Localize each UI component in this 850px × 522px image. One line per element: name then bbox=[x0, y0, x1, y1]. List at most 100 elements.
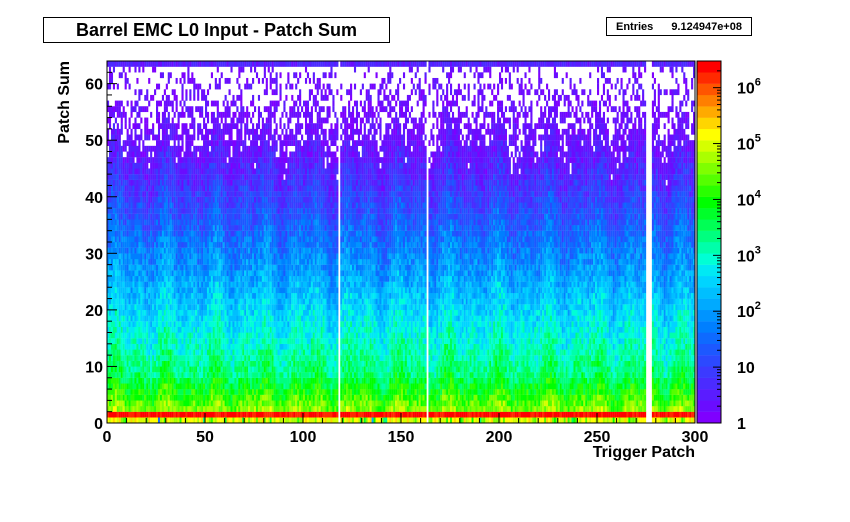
heatmap-cell bbox=[157, 281, 161, 288]
heatmap-cell bbox=[175, 298, 178, 305]
heatmap-cell bbox=[108, 355, 112, 361]
heatmap-cell bbox=[108, 61, 112, 67]
heatmap-cell bbox=[232, 355, 235, 361]
heatmap-cell bbox=[197, 162, 200, 169]
heatmap-cell bbox=[218, 236, 221, 243]
heatmap-cell bbox=[265, 61, 268, 67]
heatmap-cell bbox=[206, 157, 210, 163]
heatmap-cell bbox=[246, 400, 249, 407]
heatmap-cell bbox=[216, 66, 219, 73]
heatmap-cell bbox=[259, 406, 262, 412]
heatmap-cell bbox=[269, 111, 272, 118]
heatmap-cell bbox=[146, 338, 149, 344]
heatmap-cell bbox=[259, 309, 262, 316]
heatmap-cell bbox=[234, 343, 237, 350]
heatmap-cell bbox=[159, 298, 163, 305]
heatmap-cell bbox=[224, 117, 227, 124]
heatmap-cell bbox=[175, 309, 178, 316]
heatmap-cell bbox=[126, 247, 129, 254]
heatmap-cell bbox=[187, 225, 190, 231]
heatmap-cell bbox=[179, 411, 182, 418]
heatmap-cell bbox=[144, 123, 147, 130]
heatmap-cell bbox=[269, 208, 272, 214]
heatmap-cell bbox=[199, 400, 202, 407]
heatmap-cell bbox=[210, 151, 213, 158]
heatmap-cell bbox=[187, 140, 190, 146]
heatmap-cell bbox=[173, 332, 176, 339]
heatmap-cell bbox=[175, 377, 178, 384]
heatmap-cell bbox=[134, 61, 137, 67]
heatmap-cell bbox=[271, 332, 274, 339]
heatmap-cell bbox=[220, 219, 223, 226]
heatmap-cell bbox=[167, 264, 170, 271]
heatmap-cell bbox=[277, 343, 280, 350]
heatmap-cell bbox=[261, 304, 264, 311]
heatmap-cell bbox=[230, 287, 233, 294]
heatmap-cell bbox=[185, 258, 188, 265]
heatmap-cell bbox=[183, 213, 186, 220]
heatmap-cell bbox=[156, 270, 159, 277]
heatmap-cell bbox=[197, 281, 200, 288]
heatmap-cell bbox=[187, 332, 190, 339]
heatmap-cell bbox=[177, 185, 180, 192]
heatmap-cell bbox=[242, 298, 245, 305]
heatmap-cell bbox=[275, 338, 278, 344]
heatmap-cell bbox=[108, 111, 112, 118]
heatmap-cell bbox=[171, 157, 174, 163]
heatmap-cell bbox=[138, 140, 141, 146]
heatmap-cell bbox=[271, 309, 274, 316]
heatmap-cell bbox=[138, 309, 141, 316]
heatmap-cell bbox=[277, 394, 280, 401]
heatmap-cell bbox=[108, 275, 112, 282]
heatmap-cell bbox=[116, 298, 119, 305]
heatmap-cell bbox=[205, 253, 208, 260]
heatmap-cell bbox=[275, 400, 278, 407]
heatmap-cell bbox=[108, 343, 112, 350]
heatmap-cell bbox=[165, 247, 168, 254]
heatmap-cell bbox=[165, 61, 168, 67]
heatmap-cell bbox=[255, 287, 259, 294]
heatmap-cell bbox=[193, 253, 196, 260]
heatmap-cell bbox=[122, 168, 125, 175]
heatmap-cell bbox=[255, 134, 259, 141]
heatmap-cell bbox=[138, 123, 141, 130]
heatmap-cell bbox=[206, 174, 210, 180]
heatmap-cell bbox=[230, 338, 233, 344]
heatmap-cell bbox=[173, 236, 176, 243]
heatmap-cell bbox=[265, 225, 268, 231]
heatmap-cell bbox=[279, 366, 282, 373]
heatmap-cell bbox=[107, 162, 110, 169]
heatmap-cell bbox=[279, 225, 282, 231]
heatmap-cell bbox=[277, 377, 280, 384]
heatmap-cell bbox=[255, 236, 259, 243]
heatmap-cell bbox=[173, 355, 176, 361]
heatmap-cell bbox=[230, 270, 233, 277]
heatmap-cell bbox=[277, 219, 280, 226]
heatmap-cell bbox=[112, 134, 115, 141]
heatmap-cell bbox=[212, 128, 215, 135]
heatmap-cell bbox=[152, 411, 155, 418]
heatmap-cell bbox=[171, 208, 174, 214]
heatmap-cell bbox=[112, 145, 115, 152]
heatmap-cell bbox=[236, 202, 239, 209]
heatmap-cell bbox=[126, 298, 129, 305]
heatmap-cell bbox=[181, 162, 184, 169]
heatmap-cell bbox=[242, 326, 245, 333]
heatmap-cell bbox=[159, 332, 163, 339]
heatmap-cell bbox=[269, 157, 272, 163]
heatmap-cell bbox=[128, 253, 131, 260]
heatmap-cell bbox=[246, 411, 249, 418]
heatmap-cell bbox=[218, 400, 221, 407]
heatmap-cell bbox=[144, 315, 147, 322]
heatmap-cell bbox=[269, 338, 272, 344]
heatmap-cell bbox=[201, 411, 204, 418]
heatmap-cell bbox=[154, 304, 157, 311]
heatmap-cell bbox=[259, 304, 262, 311]
heatmap-cell bbox=[269, 179, 272, 186]
heatmap-cell bbox=[250, 411, 253, 418]
heatmap-cell bbox=[157, 355, 161, 361]
heatmap-cell bbox=[116, 258, 119, 265]
heatmap-cell bbox=[116, 309, 119, 316]
heatmap-cell bbox=[195, 366, 198, 373]
heatmap-cell bbox=[257, 106, 261, 113]
